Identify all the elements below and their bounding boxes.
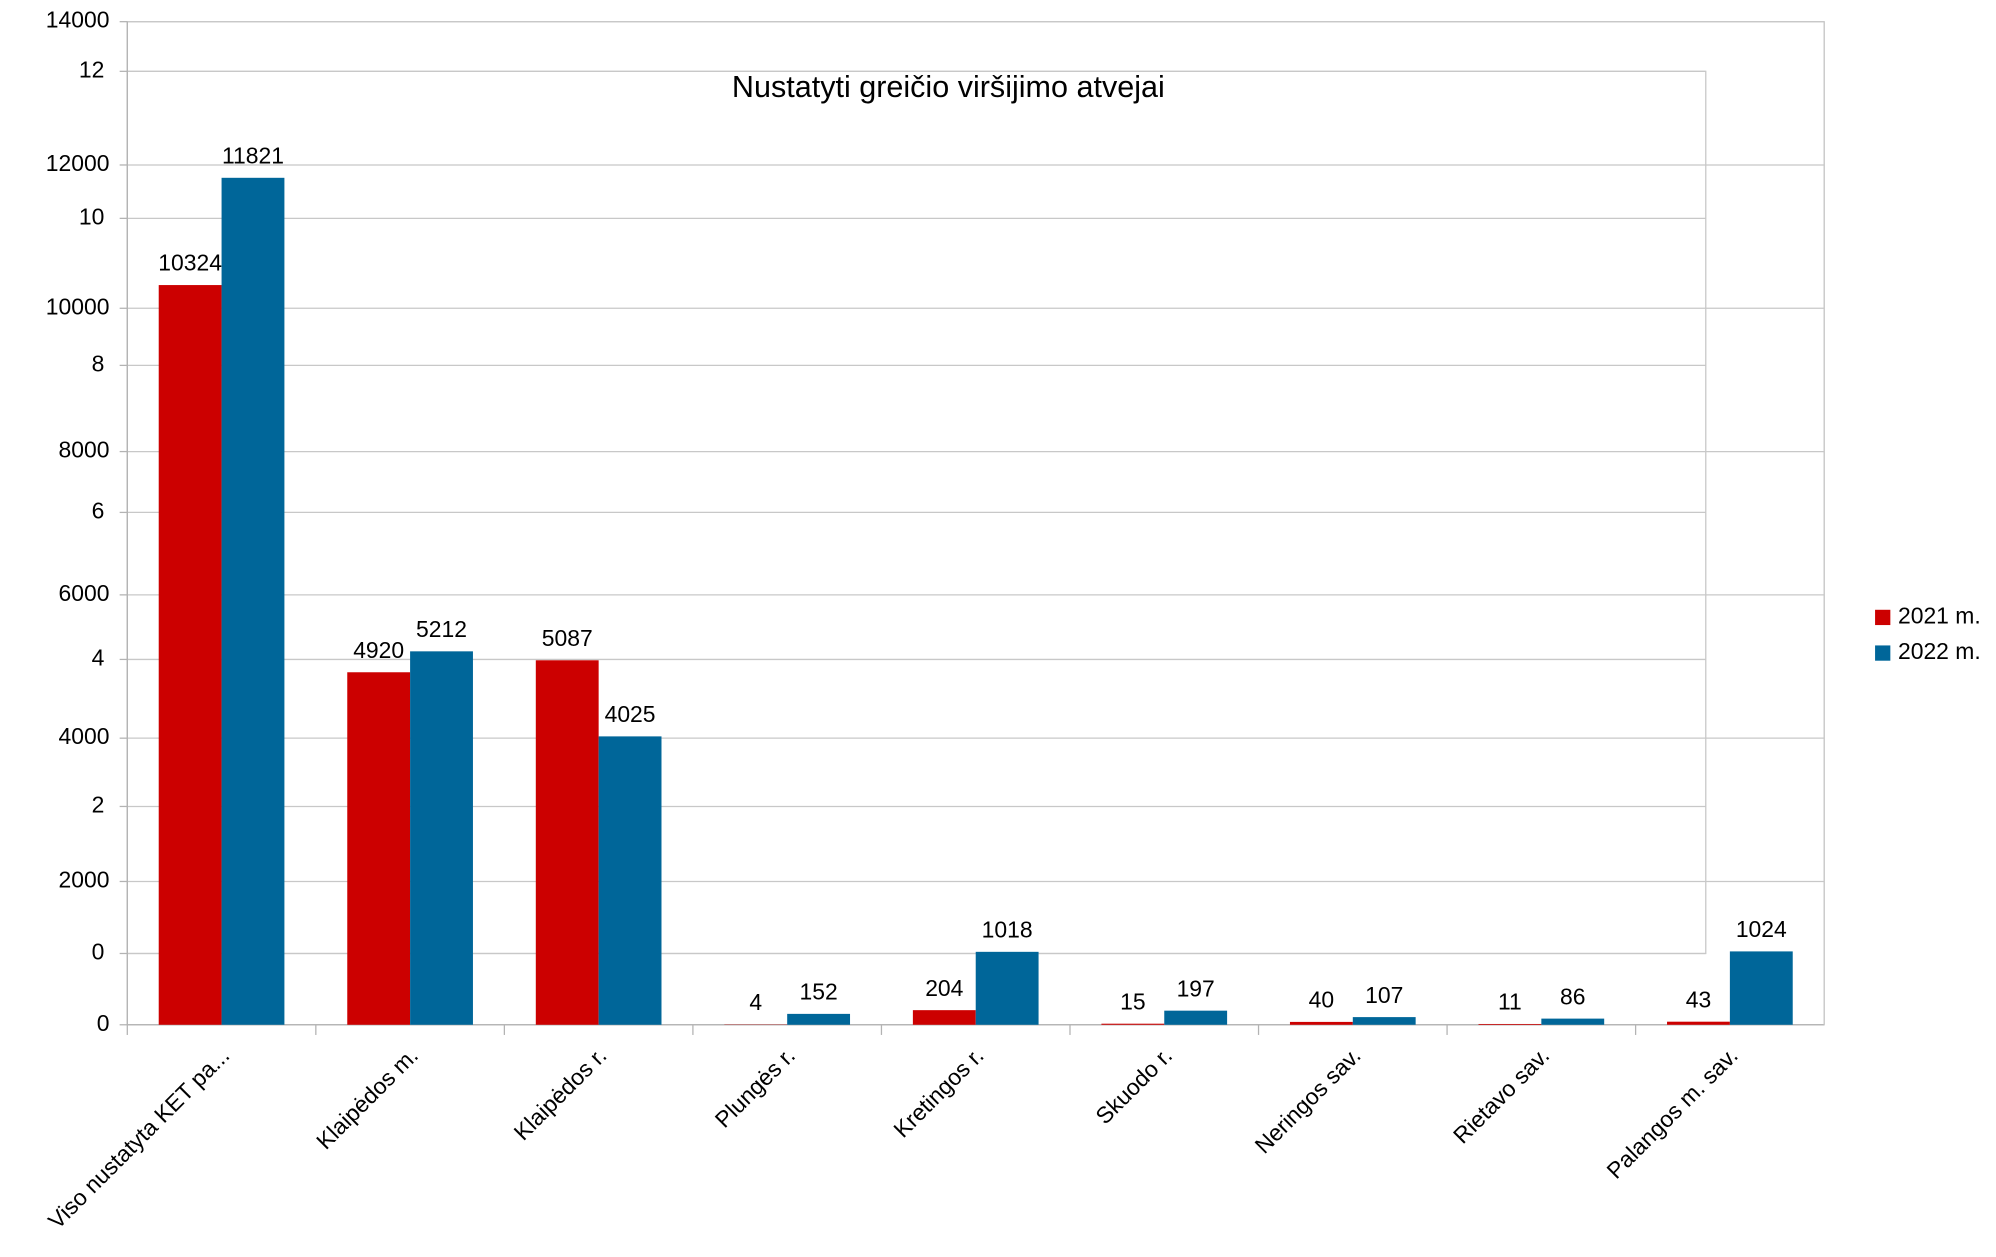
y2-tick-label: 6	[92, 497, 105, 523]
y2-tick-label: 4	[92, 644, 105, 670]
data-label: 40	[1309, 987, 1334, 1013]
data-label: 4	[749, 989, 762, 1015]
data-label: 107	[1365, 982, 1403, 1008]
data-label: 43	[1686, 986, 1711, 1012]
legend-swatch	[1875, 610, 1890, 625]
data-label: 1024	[1736, 916, 1787, 942]
data-label: 152	[799, 979, 837, 1005]
data-label: 4025	[605, 701, 656, 727]
x-tick-label: Palangos m. sav.	[1601, 1042, 1742, 1183]
data-label: 86	[1560, 983, 1585, 1009]
bar	[410, 651, 473, 1024]
data-label: 11	[1498, 989, 1522, 1015]
legend-swatch	[1875, 645, 1890, 660]
bar	[159, 285, 222, 1025]
y2-tick-label: 12	[79, 56, 104, 82]
bar	[222, 178, 285, 1025]
y-tick-label: 4000	[59, 723, 110, 749]
data-label: 11821	[222, 142, 284, 168]
x-tick-label: Rietavo sav.	[1448, 1042, 1554, 1148]
bar	[347, 672, 410, 1025]
data-label: 4920	[353, 637, 404, 663]
bar	[1667, 1022, 1730, 1025]
bar	[913, 1010, 976, 1025]
bar	[1290, 1022, 1353, 1025]
data-label: 204	[925, 975, 963, 1001]
x-tick-label: Skuodo r.	[1090, 1042, 1177, 1129]
data-label: 5212	[416, 616, 467, 642]
x-tick-label: Klaipėdos m.	[311, 1042, 423, 1154]
y2-tick-label: 8	[92, 350, 105, 376]
data-label: 15	[1120, 988, 1145, 1014]
x-tick-label: Kretingos r.	[888, 1042, 988, 1142]
bar	[599, 736, 662, 1024]
y-tick-label: 10000	[46, 293, 110, 319]
page: {"chart_data": {"type": "bar", "title": …	[0, 0, 1996, 1257]
bar	[1730, 951, 1793, 1024]
bar	[1101, 1024, 1164, 1025]
bar	[976, 952, 1039, 1025]
y2-tick-label: 10	[79, 203, 104, 229]
y-tick-label: 6000	[59, 580, 110, 606]
y-tick-label: 2000	[59, 867, 110, 893]
y-tick-label: 12000	[46, 150, 110, 176]
bar	[787, 1014, 850, 1025]
x-tick-label: Viso nustatyta KET pa...	[43, 1042, 235, 1234]
data-label: 10324	[158, 250, 222, 276]
chart: Nustatyti greičio viršijimo atvejai 0 200…	[0, 0, 1996, 1257]
y-tick-label: 8000	[59, 437, 110, 463]
bar	[1353, 1017, 1416, 1025]
bar	[1541, 1019, 1604, 1025]
chart-title: Nustatyti greičio viršijimo atvejai	[732, 70, 1165, 104]
data-label: 5087	[542, 625, 593, 651]
y-tick-label: 14000	[46, 7, 110, 33]
bar	[536, 660, 599, 1024]
x-tick-label: Plungės r.	[710, 1042, 800, 1132]
data-label: 197	[1177, 975, 1215, 1001]
data-label: 1018	[982, 917, 1033, 943]
x-tick-label: Klaipėdos r.	[509, 1042, 612, 1145]
y-tick-label: 0	[97, 1010, 110, 1036]
legend-label: 2021 m.	[1898, 602, 1981, 628]
bar	[1478, 1024, 1541, 1025]
y2-tick-label: 0	[92, 939, 105, 965]
x-tick-label: Neringos sav.	[1249, 1042, 1365, 1158]
legend-label: 2022 m.	[1898, 638, 1981, 664]
y2-tick-label: 2	[92, 792, 105, 818]
bar	[1164, 1011, 1227, 1025]
